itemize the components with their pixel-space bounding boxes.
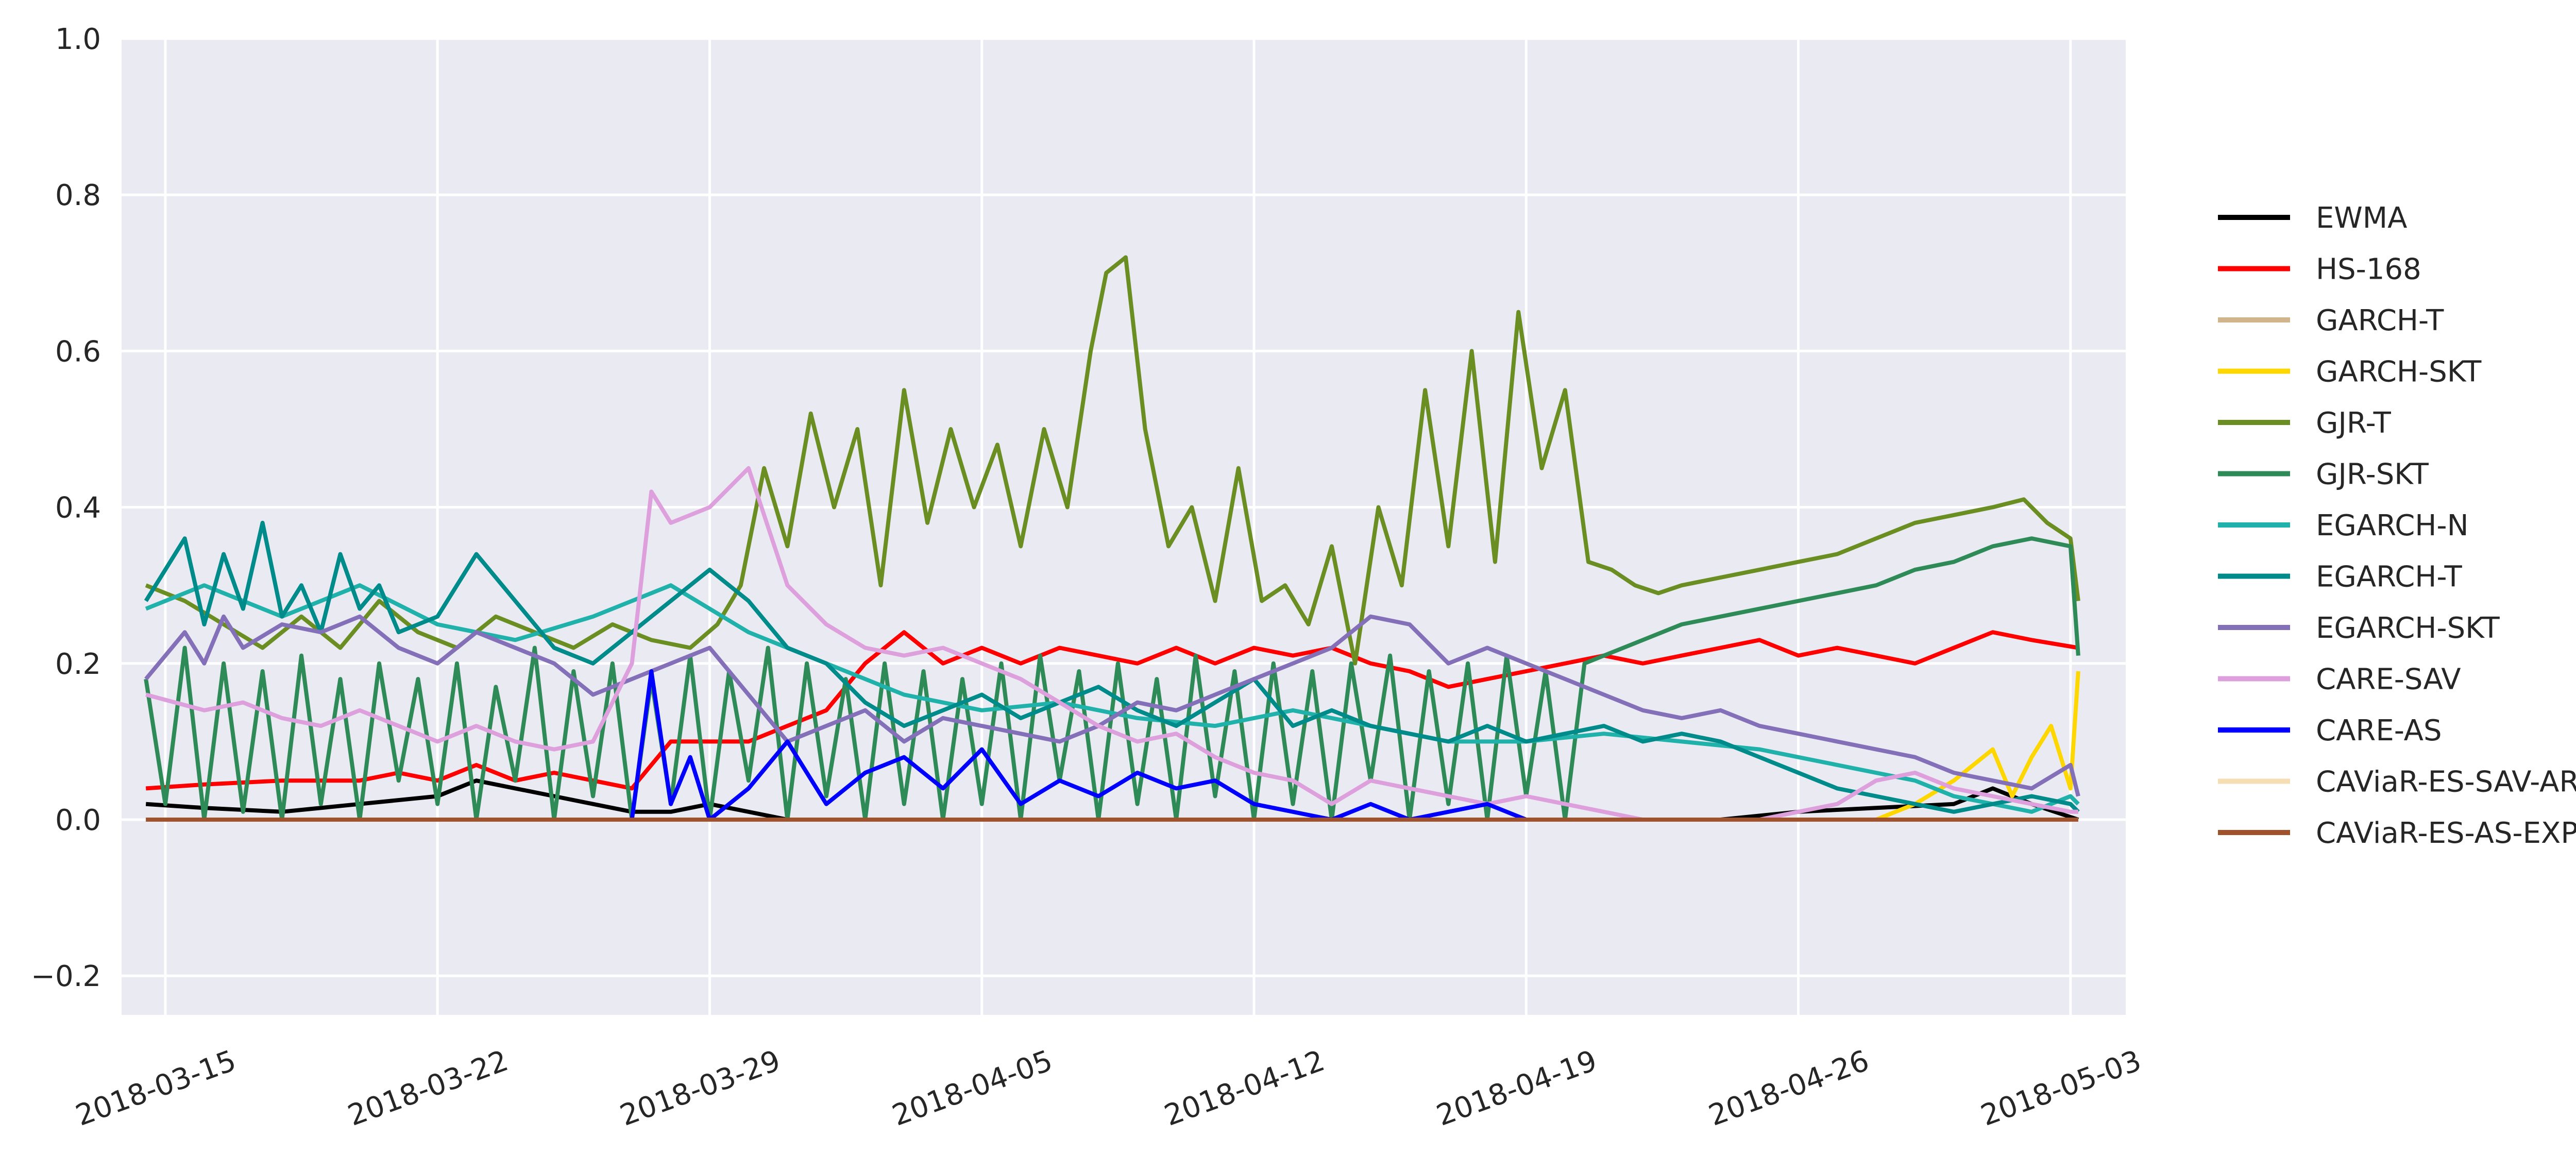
series-group — [144, 255, 2080, 822]
series-line-gjr-skt — [144, 536, 2080, 822]
y-tick-label: 0.2 — [55, 648, 101, 681]
y-tick-label: 0.8 — [55, 179, 101, 212]
x-tick-label: 2018-04-26 — [1704, 1044, 1873, 1132]
legend-label-hs-168: HS-168 — [2316, 253, 2421, 286]
x-tick-label: 2018-05-03 — [1976, 1044, 2145, 1132]
x-tick-label: 2018-03-29 — [616, 1044, 785, 1132]
x-tick-label: 2018-04-19 — [1432, 1044, 1601, 1132]
y-axis: −0.2 0.0 0.2 0.4 0.6 0.8 1.0 — [31, 23, 101, 993]
legend-label-garch-t: GARCH-T — [2316, 304, 2444, 337]
y-tick-label: 0.0 — [55, 804, 101, 837]
plot-background — [122, 39, 2126, 1015]
series-line-egarch-t — [144, 520, 2080, 814]
legend-label-egarch-t: EGARCH-T — [2316, 560, 2462, 594]
legend-label-egarch-n: EGARCH-N — [2316, 509, 2469, 542]
legend-label-caviar-es-sav-ar: CAViaR-ES-SAV-AR — [2316, 766, 2576, 799]
legend-label-gjr-skt: GJR-SKT — [2316, 458, 2429, 491]
legend-label-gjr-t: GJR-T — [2316, 406, 2392, 440]
series-line-egarch-n — [145, 583, 2080, 814]
legend-label-caviar-es-as-exp: CAViaR-ES-AS-EXP — [2316, 817, 2576, 850]
y-tick-label: 0.6 — [55, 335, 101, 368]
legend-label-ewma: EWMA — [2316, 201, 2407, 235]
legend-label-egarch-skt: EGARCH-SKT — [2316, 612, 2500, 645]
x-tick-label: 2018-04-12 — [1160, 1044, 1329, 1132]
legend-label-care-sav: CARE-SAV — [2316, 663, 2461, 697]
series-line-ewma — [145, 778, 2079, 822]
y-tick-label: 1.0 — [55, 23, 101, 56]
x-tick-label: 2018-03-22 — [344, 1044, 513, 1132]
series-line-garch-skt — [146, 671, 2080, 822]
legend-label-care-as: CARE-AS — [2316, 714, 2442, 748]
x-axis: 2018-03-15 2018-03-22 2018-03-29 2018-04-05… — [72, 1044, 2146, 1132]
y-tick-label: 0.4 — [55, 491, 101, 525]
series-line-care-as — [146, 669, 2078, 822]
legend: EWMA HS-168 GARCH-T GARCH-SKT GJR-T GJR-SKT EG… — [2218, 201, 2576, 850]
series-line-gjr-t — [145, 255, 2080, 666]
y-tick-label: −0.2 — [31, 960, 101, 993]
legend-label-garch-skt: GARCH-SKT — [2316, 355, 2482, 389]
x-tick-label: 2018-04-05 — [888, 1044, 1057, 1132]
series-line-care-sav — [145, 466, 2078, 822]
x-tick-label: 2018-03-15 — [72, 1044, 241, 1132]
